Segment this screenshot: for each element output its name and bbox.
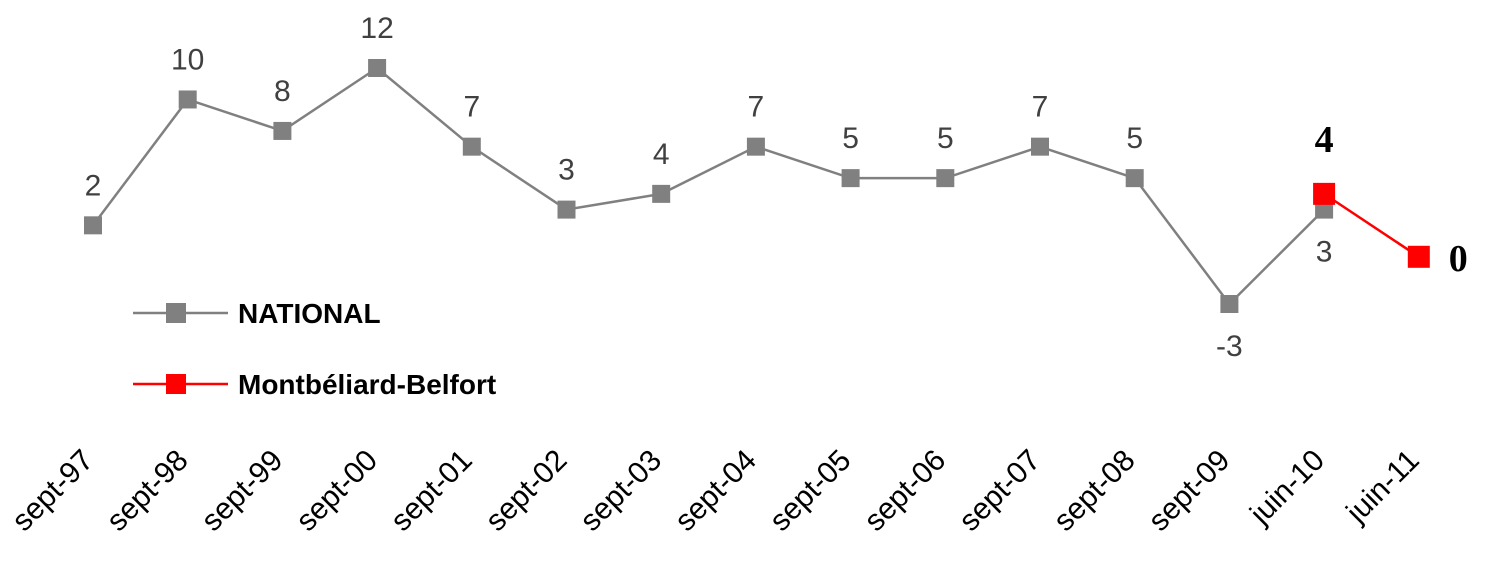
x-tick-label: sept-02 [479, 444, 573, 538]
x-tick-label: sept-01 [385, 444, 479, 538]
data-label-national: 4 [653, 138, 670, 171]
data-point-national [1031, 137, 1049, 156]
x-tick-label: sept-03 [574, 444, 668, 538]
data-point-national [1315, 200, 1334, 219]
data-point-montb-liard-belfort [1407, 245, 1430, 268]
series-line-national [92, 66, 1325, 306]
data-point-national [462, 137, 481, 156]
data-label-national: 7 [1032, 91, 1049, 124]
data-point-national [368, 59, 387, 77]
data-label-national: 5 [842, 122, 859, 155]
data-point-national [746, 137, 765, 156]
x-tick-label: sept-98 [101, 444, 195, 538]
data-label-national: 7 [463, 91, 480, 124]
data-point-national [1125, 169, 1144, 188]
data-point-national [273, 121, 292, 140]
data-point-montb-liard-belfort [1313, 182, 1336, 205]
data-point-national [936, 169, 955, 188]
x-axis-ticks: sept-97 sept-98 sept-99 sept-00 sept-01 sept-… [6, 444, 1426, 538]
data-label-national: 12 [360, 12, 393, 45]
data-point-national [178, 90, 197, 109]
legend-marker-montbeliard-belfort [166, 374, 186, 394]
data-point-national [557, 200, 576, 219]
data-label-national: 10 [171, 43, 204, 76]
data-point-national [841, 169, 860, 188]
x-tick-label: sept-00 [290, 444, 384, 538]
series-lines [92, 66, 1420, 306]
x-tick-label: sept-07 [953, 444, 1047, 538]
x-tick-label: sept-99 [195, 444, 289, 538]
x-tick-label: sept-05 [763, 444, 857, 538]
data-label-national: 2 [85, 169, 102, 202]
data-point-national [652, 184, 671, 203]
data-label-national: -3 [1216, 330, 1243, 363]
data-labels: 2 10 8 12 7 3 4 7 5 5 7 5 -3 3 4 0 [85, 12, 1468, 363]
legend-item-national: NATIONAL [133, 298, 381, 329]
data-label-national: 5 [937, 122, 954, 155]
data-label-national: 3 [1316, 236, 1333, 269]
series-markers [84, 59, 1430, 313]
x-tick-label: sept-08 [1048, 444, 1142, 538]
legend-marker-national [166, 303, 186, 323]
x-tick-label: sept-09 [1142, 444, 1236, 538]
legend-item-montbeliard-belfort: Montbéliard-Belfort [133, 369, 496, 400]
data-label-montb-liard-belfort: 0 [1449, 238, 1468, 280]
x-tick-label: juin-10 [1243, 444, 1331, 532]
x-tick-label: sept-04 [669, 444, 763, 538]
data-label-national: 7 [748, 91, 765, 124]
x-tick-label: sept-97 [6, 444, 100, 538]
x-tick-label: sept-06 [858, 444, 952, 538]
series-line-montb-liard-belfort [1323, 192, 1420, 258]
data-label-national: 8 [274, 75, 291, 108]
legend: NATIONAL Montbéliard-Belfort [133, 298, 496, 400]
legend-label-montbeliard-belfort: Montbéliard-Belfort [238, 369, 496, 400]
data-label-national: 3 [558, 154, 575, 187]
x-tick-label: juin-11 [1340, 444, 1426, 530]
data-point-national [1220, 295, 1239, 313]
data-label-national: 5 [1126, 122, 1143, 155]
legend-label-national: NATIONAL [238, 298, 381, 329]
data-label-montb-liard-belfort: 4 [1315, 119, 1334, 161]
data-point-national [84, 216, 102, 235]
